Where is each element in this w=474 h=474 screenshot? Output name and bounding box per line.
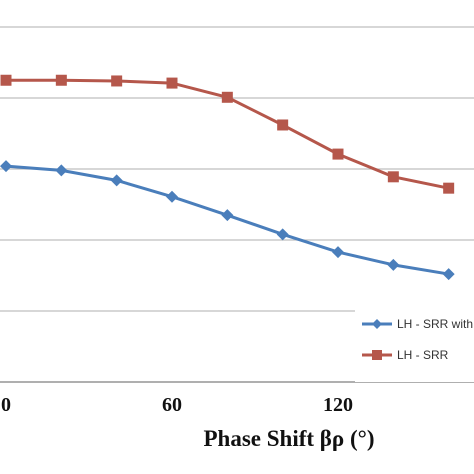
- data-point-0-3: [166, 77, 178, 89]
- data-point-0-0: [0, 74, 12, 86]
- data-point-1-6: [332, 246, 344, 259]
- data-point-1-8: [442, 268, 455, 281]
- x-axis-title: Phase Shift βρ (°): [204, 426, 375, 451]
- data-point-1-4: [221, 209, 234, 222]
- data-point-1-0: [0, 160, 12, 173]
- data-point-0-6: [332, 148, 344, 160]
- data-point-1-7: [387, 258, 400, 271]
- data-point-0-7: [387, 171, 399, 183]
- data-point-1-3: [166, 190, 178, 203]
- series-0: [0, 74, 455, 194]
- data-point-1-1: [55, 164, 68, 177]
- data-point-0-2: [111, 75, 123, 87]
- legend-marker-square-icon: [372, 350, 382, 360]
- legend: LH - SRR with LH - SRR: [355, 306, 474, 382]
- series-layer: [0, 74, 455, 281]
- data-point-1-2: [110, 174, 123, 187]
- legend-label-series-1: LH - SRR with: [397, 317, 473, 331]
- series-1: [0, 160, 455, 281]
- data-point-0-4: [221, 91, 233, 103]
- data-point-0-5: [277, 119, 289, 131]
- data-point-0-1: [55, 74, 67, 86]
- x-tick-label-2: 120: [323, 394, 353, 416]
- data-point-0-8: [443, 182, 455, 194]
- gridlines: [0, 26, 474, 383]
- legend-label-series-0: LH - SRR: [397, 348, 449, 362]
- legend-box: [355, 306, 474, 382]
- x-tick-label-0: 0: [1, 394, 11, 416]
- legend-marker-diamond-icon: [372, 319, 382, 329]
- x-tick-label-1: 60: [162, 394, 182, 416]
- data-point-1-5: [276, 228, 289, 241]
- x-tick-labels: 0 60 120: [1, 394, 353, 416]
